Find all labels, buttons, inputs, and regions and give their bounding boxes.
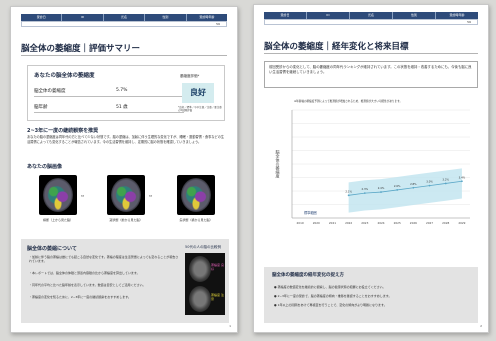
x-tick-label: 2020 xyxy=(313,221,320,225)
page-number: 2 xyxy=(480,324,482,328)
report-page-summary: 受診日 ID 氏名 性別 受診時年齢 56 脳全体の萎縮度｜評価サマリー あなた… xyxy=(10,6,238,333)
data-label: 3.2% xyxy=(442,177,449,181)
data-point xyxy=(461,180,463,183)
brain-image xyxy=(111,178,141,212)
scan-label: 矢状断（横から見た脳） xyxy=(179,218,213,222)
comparison-figure: 萎縮度 良好 萎縮度 注意 xyxy=(185,253,225,315)
future-box: 脳全体の萎縮度の経年変化の捉え方 ● 萎縮度の数値変化を継続的に観察し、脳の健康… xyxy=(264,267,478,323)
x-tick-label: 2027 xyxy=(426,221,433,225)
header-cell: ID xyxy=(307,12,350,19)
future-heading: 脳全体の萎縮度の経年変化の捉え方 xyxy=(272,273,344,278)
atrophy-value: 5.7% xyxy=(116,88,128,93)
data-point xyxy=(380,191,382,193)
title-divider xyxy=(21,55,227,56)
row-divider xyxy=(34,96,184,97)
scan-label: 横断（上から見た脳） xyxy=(42,218,73,222)
future-bullet: ● 1年以上の間隔をあけて再検査を行うことで、変化の傾向がより明確になります。 xyxy=(274,303,387,307)
brain-image xyxy=(189,286,211,312)
trend-chart-svg: 脳全体の萎縮度 2.1% 2.3% 2.4% 2.6% 2.8% 3.0% 3.2% 3.4% 2… xyxy=(276,109,470,225)
brain-age-label: 脳年齢 xyxy=(34,105,48,110)
title-divider xyxy=(264,53,478,54)
row-divider xyxy=(34,112,184,113)
data-point xyxy=(428,184,431,187)
data-point xyxy=(412,186,415,189)
atrophy-label: 脳全体の萎縮度 xyxy=(34,89,66,94)
trend-text: あなたの脳の萎縮度は同年代の方と比べて少ない状態です。脳の萎縮は、加齢に伴う生理… xyxy=(27,135,225,144)
about-bullet: ・本レポートでは、脳全体の体積と頭蓋内容積の比から萎縮度を算出しています。 xyxy=(29,271,140,275)
page-number: 1 xyxy=(229,324,231,328)
x-tick-label: 2019 xyxy=(297,221,304,225)
header-cell: 性別 xyxy=(145,14,187,21)
header-cell: 受診時年齢 xyxy=(199,15,215,19)
scan-label: 冠状断（前から見た脳） xyxy=(109,218,143,222)
arrow-icon: ⇔ xyxy=(81,193,85,198)
brain-image xyxy=(181,178,211,212)
y-axis-label: 脳全体の萎縮度 xyxy=(276,149,281,179)
standard-range-band xyxy=(348,168,462,213)
score-box-heading: あなたの脳全体の萎縮度 xyxy=(34,73,95,79)
intro-box: 前回受診からの変化として、脳の萎縮度の同年代ランキングが維持されています。この状… xyxy=(264,61,478,88)
series-line xyxy=(348,180,462,196)
eval-note: *良好／標準／やや注意／注意／要注意の5段階評価 xyxy=(178,106,222,113)
trend-chart: ※年齢軸の萎縮度予測によって推測値が増加されるため、推測値が大きい可能性がありま… xyxy=(264,100,478,256)
data-point xyxy=(347,194,350,197)
data-label: 3.4% xyxy=(459,175,466,179)
brain-scan-coronal xyxy=(107,175,145,215)
chart-caption: ※年齢軸の萎縮度予測によって推測値が増加されるため、推測値が大きい可能性がありま… xyxy=(294,100,403,103)
figure-label: 萎縮度 注意 xyxy=(211,293,224,301)
trend-heading: 2~3年に一度の継続観察を推奨 xyxy=(27,128,99,134)
data-point xyxy=(396,189,399,191)
data-label: 2.3% xyxy=(362,187,369,191)
score-box: あなたの脳全体の萎縮度 脳全体の萎縮度 5.7% 脳年齢 51 歳 萎縮度評価*… xyxy=(27,65,225,121)
brain-image xyxy=(43,178,73,212)
data-point xyxy=(444,182,447,185)
brain-scan-sagittal xyxy=(177,175,215,215)
data-label: 2.8% xyxy=(410,182,417,186)
about-bullet: ・萎縮度の変化を知るために、2~3年に一度の継続観察をおすすめします。 xyxy=(29,295,131,299)
about-heading: 脳全体の萎縮について xyxy=(27,246,77,252)
header-cell: 受診日 xyxy=(264,12,307,19)
report-page-trend: 受診日 ID 氏名 性別 受診時年齢 56 脳全体の萎縮度｜経年変化と将来目標 … xyxy=(253,4,489,333)
x-tick-label: 2025 xyxy=(394,221,401,225)
patient-header: 受診日 ID 氏名 性別 受診時年齢 xyxy=(21,14,227,21)
x-tick-label: 2021 xyxy=(329,221,336,225)
header-cell: 受診時年齢 xyxy=(449,13,465,17)
about-bullet: ・加齢に伴う脳の萎縮は誰にでも起こる自然な変化です。萎縮の程度は生活習慣によって… xyxy=(29,255,179,263)
data-label: 2.6% xyxy=(394,184,401,188)
x-tick-label: 2029 xyxy=(458,221,465,225)
future-bullet: ● 萎縮度の数値変化を継続的に観察し、脳の健康状態の把握にお役立てください。 xyxy=(274,285,386,289)
x-tick-label: 2023 xyxy=(361,221,368,225)
header-cell: 受診日 xyxy=(21,14,63,21)
eval-label: 萎縮度評価* xyxy=(180,74,200,78)
x-tick-label: 2022 xyxy=(345,221,352,225)
header-cell: 性別 xyxy=(393,12,436,19)
figure-label: 萎縮度 良好 xyxy=(211,263,224,271)
page-title: 脳全体の萎縮度｜経年変化と将来目標 xyxy=(264,42,409,52)
eval-badge: 良好 xyxy=(182,83,214,103)
comparison-figure-title: 50代の人の脳の比較例 xyxy=(185,245,221,249)
data-label: 2.4% xyxy=(378,186,385,190)
brain-image xyxy=(189,256,211,282)
data-label: 2.1% xyxy=(345,189,352,193)
future-bullet: ● 2~3年に一度の受診で、脳の萎縮度の傾向・推移を確認することをおすすめします… xyxy=(274,294,392,298)
about-atrophy-box: 脳全体の萎縮について ・加齢に伴う脳の萎縮は誰にでも起こる自然な変化です。萎縮の… xyxy=(21,239,229,323)
header-value: 56 xyxy=(21,21,227,27)
arrow-icon: ⇔ xyxy=(149,193,153,198)
x-tick-label: 2028 xyxy=(442,221,449,225)
patient-header: 受診日 ID 氏名 性別 受診時年齢 xyxy=(264,12,478,19)
brain-age-value: 51 歳 xyxy=(116,105,128,110)
x-tick-label: 2024 xyxy=(377,221,384,225)
standard-range-label: 標準範囲 xyxy=(304,210,317,215)
header-cell: ID xyxy=(62,14,104,21)
brain-scan-axial xyxy=(39,175,77,215)
data-label: 3.0% xyxy=(426,180,433,184)
header-cell: 氏名 xyxy=(350,12,393,19)
header-value: 56 xyxy=(264,19,478,25)
x-tick-label: 2026 xyxy=(410,221,417,225)
page-title: 脳全体の萎縮度｜評価サマリー xyxy=(21,44,141,54)
data-point xyxy=(363,192,366,195)
about-bullet: ・同年代の平均と比べた脳年齢を表示しています。数値は目安としてご活用ください。 xyxy=(29,283,146,287)
header-cell: 氏名 xyxy=(104,14,146,21)
images-heading: あなたの脳画像 xyxy=(27,164,63,170)
